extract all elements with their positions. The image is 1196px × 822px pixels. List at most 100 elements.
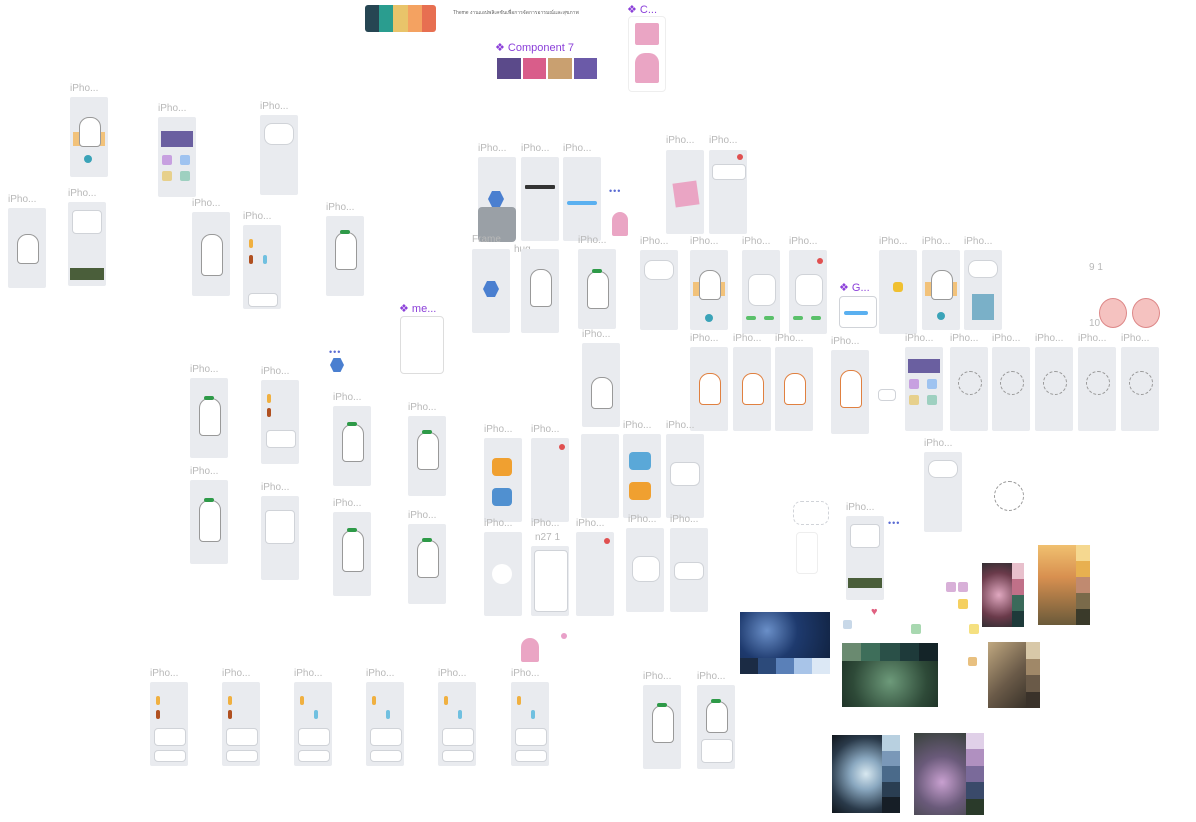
iphone-frame[interactable] — [742, 250, 780, 334]
iphone-frame[interactable] — [261, 496, 299, 580]
component-c-label[interactable]: ❖ C... — [627, 4, 658, 16]
iphone-frame[interactable] — [640, 250, 678, 330]
color-palette[interactable] — [365, 5, 436, 32]
n27-frame[interactable] — [531, 546, 569, 616]
iphone-frame[interactable] — [666, 150, 704, 234]
frame-label: iPho... — [905, 333, 934, 344]
iphone-frame[interactable] — [690, 250, 728, 330]
iphone-frame[interactable] — [666, 434, 704, 518]
iphone-frame[interactable] — [190, 480, 228, 564]
iphone-frame[interactable] — [366, 682, 404, 766]
component-7-thumbs[interactable] — [497, 58, 597, 79]
iphone-frame[interactable] — [190, 378, 228, 458]
iphone-frame[interactable] — [326, 216, 364, 296]
iphone-frame[interactable] — [643, 685, 681, 769]
iphone-frame[interactable] — [709, 150, 747, 234]
iphone-frame[interactable] — [521, 157, 559, 241]
iphone-frame[interactable] — [1078, 347, 1116, 431]
iphone-frame[interactable] — [484, 438, 522, 522]
frame-label: iPho... — [521, 143, 550, 154]
small-card[interactable] — [796, 532, 818, 574]
iphone-frame[interactable] — [775, 347, 813, 431]
frame-label: iPho... — [366, 668, 395, 679]
lotus-photo[interactable] — [982, 563, 1024, 627]
iphone-frame[interactable] — [733, 347, 771, 431]
frame-label: iPho... — [70, 83, 99, 94]
iphone-frame[interactable] — [670, 528, 708, 612]
more-dots[interactable]: ••• — [329, 347, 342, 357]
component-me-label[interactable]: ❖ me... — [399, 303, 437, 315]
sunflower-photo[interactable] — [1038, 545, 1090, 625]
iphone-frame[interactable] — [1121, 347, 1159, 431]
iphone-frame[interactable] — [222, 682, 260, 766]
iphone-frame[interactable] — [690, 347, 728, 431]
iphone-frame[interactable] — [922, 250, 960, 330]
frame-label: iPho... — [158, 103, 187, 114]
component-7-label[interactable]: ❖ Component 7 — [495, 42, 574, 54]
iphone-frame[interactable] — [531, 438, 569, 522]
iphone-frame[interactable] — [294, 682, 332, 766]
iphone-frame[interactable] — [438, 682, 476, 766]
iphone-frame[interactable] — [70, 97, 108, 177]
iphone-frame[interactable] — [158, 117, 196, 197]
crystal-photo[interactable] — [988, 642, 1040, 708]
g-component-box[interactable] — [839, 296, 877, 328]
purple-flower-photo[interactable] — [914, 733, 984, 816]
iphone-frame[interactable] — [484, 532, 522, 616]
me-component-frame[interactable] — [400, 316, 444, 374]
iphone-frame[interactable] — [924, 452, 962, 532]
hug-frame[interactable] — [521, 249, 559, 333]
iphone-frame[interactable] — [150, 682, 188, 766]
frame-label: iPho... — [578, 235, 607, 246]
frame-box[interactable] — [472, 249, 510, 333]
blueberry-photo[interactable] — [740, 612, 830, 674]
iphone-frame[interactable] — [243, 225, 281, 309]
component-c-frame[interactable] — [628, 16, 666, 92]
frame-label: iPho... — [261, 482, 290, 493]
iphone-frame[interactable] — [68, 202, 106, 286]
iphone-frame[interactable] — [260, 115, 298, 195]
iphone-frame[interactable] — [623, 434, 661, 518]
iphone-frame[interactable] — [992, 347, 1030, 431]
iphone-frame[interactable] — [905, 347, 943, 431]
component-g-label[interactable]: ❖ G... — [839, 282, 870, 294]
frame-label: iPho... — [690, 236, 719, 247]
number-label-10: 10 — [1089, 318, 1101, 329]
iphone-frame[interactable] — [846, 516, 884, 600]
iphone-frame[interactable] — [408, 524, 446, 604]
frame-label: iPho... — [511, 668, 540, 679]
dome-photo[interactable] — [832, 735, 900, 813]
iphone-frame[interactable] — [964, 250, 1002, 330]
iphone-frame[interactable] — [8, 208, 46, 288]
iphone-frame[interactable] — [879, 250, 917, 334]
small-box[interactable] — [878, 389, 896, 401]
iphone-frame[interactable] — [582, 343, 620, 427]
frame-label: iPho... — [192, 198, 221, 209]
iphone-frame[interactable] — [333, 406, 371, 486]
pink-blob — [1099, 298, 1127, 328]
succulent-photo[interactable] — [842, 643, 939, 707]
frame-label: iPho... — [831, 336, 860, 347]
iphone-frame[interactable] — [578, 249, 616, 329]
more-dots[interactable]: ••• — [609, 186, 622, 196]
iphone-frame[interactable] — [831, 350, 869, 434]
popup-card[interactable] — [478, 207, 516, 242]
frame-label: iPho... — [950, 333, 979, 344]
iphone-frame[interactable] — [576, 532, 614, 616]
iphone-frame[interactable] — [333, 512, 371, 596]
iphone-frame[interactable] — [511, 682, 549, 766]
iphone-frame[interactable] — [408, 416, 446, 496]
iphone-frame[interactable] — [697, 685, 735, 769]
frame-label: iPho... — [789, 236, 818, 247]
iphone-frame[interactable] — [563, 157, 601, 241]
dashed-card[interactable] — [793, 501, 829, 525]
iphone-frame[interactable] — [950, 347, 988, 431]
iphone-frame[interactable] — [1035, 347, 1073, 431]
iphone-frame[interactable] — [192, 212, 230, 296]
iphone-frame[interactable] — [261, 380, 299, 464]
iphone-frame[interactable] — [789, 250, 827, 334]
frame-label: iPho... — [478, 143, 507, 154]
iphone-frame[interactable] — [626, 528, 664, 612]
iphone-frame[interactable] — [581, 434, 619, 518]
more-dots[interactable]: ••• — [888, 518, 901, 528]
